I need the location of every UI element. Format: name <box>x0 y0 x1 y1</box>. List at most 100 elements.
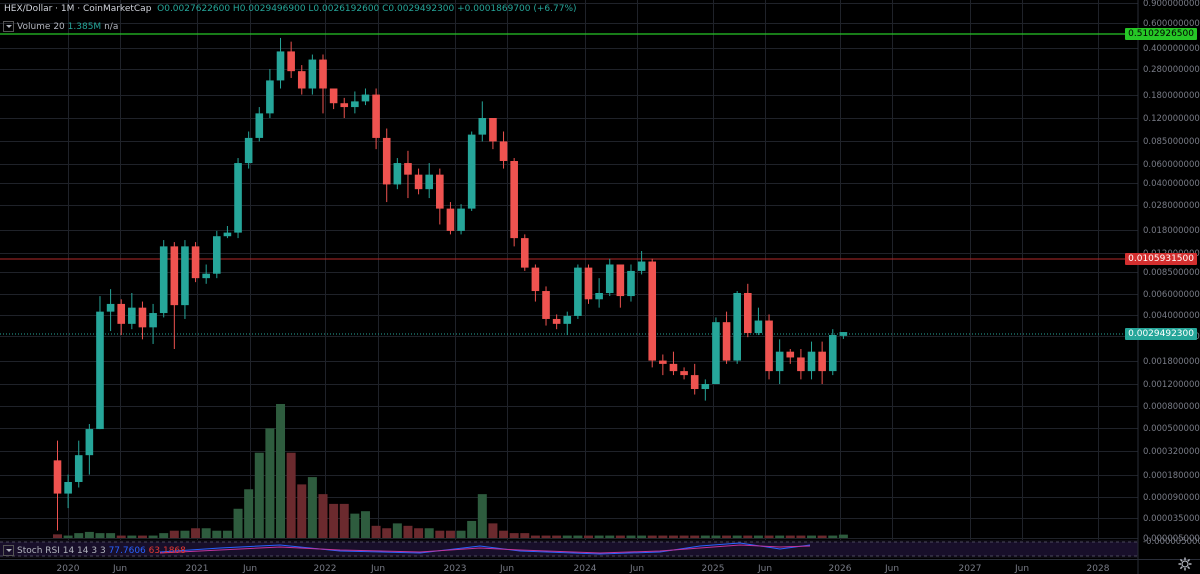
y-tick-label: 0.1200000000 <box>1143 114 1200 124</box>
x-tick-label: 2026 <box>829 564 852 574</box>
red-line-price-tag[interactable]: 0.0105931500 <box>1125 253 1197 265</box>
volume-bar <box>764 535 774 538</box>
candle <box>446 202 455 235</box>
x-tick-label: Jun <box>112 564 127 574</box>
volume-bar <box>74 533 84 538</box>
x-tick-label: 2025 <box>702 564 725 574</box>
volume-bar <box>743 535 753 538</box>
grid <box>0 0 1138 542</box>
volume-bar <box>817 535 827 538</box>
volume-bar <box>201 528 211 538</box>
volume-bar <box>530 535 540 538</box>
x-tick-label: 2027 <box>959 564 982 574</box>
candle <box>372 88 380 150</box>
stoch-rsi-legend[interactable]: Stoch RSI 14 14 3 3 77.7606 63.1868 <box>3 545 186 556</box>
y-tick-label: 0.9000000000 <box>1143 0 1200 9</box>
volume-bar <box>584 535 593 538</box>
candle <box>786 348 795 364</box>
collapse-toggle-icon[interactable] <box>3 21 14 32</box>
candle <box>754 307 763 336</box>
candle <box>765 314 773 380</box>
volume-bar <box>233 508 243 538</box>
volume-bar <box>552 535 562 538</box>
x-tick-label: Jun <box>884 564 899 574</box>
y-tick-label: 0.0003200000 <box>1143 447 1200 457</box>
candle <box>181 240 189 319</box>
volume-bar <box>594 535 604 538</box>
volume-bar <box>807 535 817 538</box>
volume-bars <box>53 404 848 538</box>
price-axis[interactable]: 0.9000000000 0.6000000000 0.4000000000 0.28… <box>1137 0 1200 574</box>
stoch-d-line <box>159 544 811 554</box>
volume-bar <box>254 452 264 538</box>
volume-bar <box>169 530 179 538</box>
candle <box>202 264 210 284</box>
candle <box>712 317 720 384</box>
x-tick-label: Jun <box>370 564 385 574</box>
gear-icon[interactable] <box>1178 557 1192 571</box>
horizontal-lines[interactable] <box>0 33 1138 335</box>
candles[interactable] <box>53 37 848 531</box>
volume-bar <box>477 494 487 538</box>
y-tick-label: 0.2800000000 <box>1143 65 1200 75</box>
volume-bar <box>84 531 94 538</box>
volume-bar <box>53 534 62 538</box>
candle <box>499 131 508 169</box>
candle <box>425 163 433 199</box>
symbol-title[interactable]: HEX/Dollar · 1M · CoinMarketCap <box>4 4 152 14</box>
green-line-price-tag[interactable]: 0.5102926500 <box>1125 28 1197 40</box>
candle <box>807 341 816 380</box>
volume-bar <box>732 535 742 538</box>
candle <box>436 168 444 225</box>
volume-value: 1.385M <box>67 22 102 32</box>
candle <box>138 301 147 340</box>
x-tick-label: Jun <box>242 564 257 574</box>
candle <box>393 158 402 190</box>
y-tick-label: 0.0600000000 <box>1143 160 1200 170</box>
volume-bar <box>690 535 700 538</box>
time-axis[interactable]: 2020 Jun 2021 Jun 2022 Jun 2023 Jun 2024 Jun 2025 J… <box>0 559 1200 574</box>
volume-bar <box>403 525 413 538</box>
volume-legend[interactable]: Volume 20 1.385M n/a <box>3 21 118 32</box>
volume-bar <box>509 533 519 538</box>
volume-bar <box>626 535 636 538</box>
candle <box>489 118 497 150</box>
y-tick-label: 0.0060000000 <box>1143 290 1200 300</box>
y-tick-label: 0.0180000000 <box>1143 226 1200 236</box>
volume-bar <box>647 535 657 538</box>
y-tick-label: 0.0000350000 <box>1143 514 1200 524</box>
x-tick-label: Jun <box>499 564 514 574</box>
stoch-d-value: 63.1868 <box>148 546 186 556</box>
collapse-toggle-icon[interactable] <box>3 545 14 556</box>
last-price-tag[interactable]: 0.0029492300 <box>1125 328 1197 340</box>
y-tick-label: 0.0005000000 <box>1143 424 1200 434</box>
x-tick-label: 2022 <box>314 564 337 574</box>
candle <box>531 264 540 302</box>
volume-bar <box>456 530 466 538</box>
candle <box>234 158 242 239</box>
volume-bar <box>222 530 232 538</box>
y-tick-label: 0.0001800000 <box>1143 471 1200 481</box>
candle <box>255 107 264 142</box>
candle <box>605 258 614 297</box>
volume-bar <box>668 535 678 538</box>
volume-bar <box>180 530 190 538</box>
candle <box>457 204 465 235</box>
volume-bar <box>360 511 370 538</box>
volume-bar <box>541 535 551 538</box>
volume-bar <box>371 525 381 538</box>
volume-bar <box>700 535 710 538</box>
volume-label: Volume 20 <box>17 22 65 32</box>
candle <box>659 354 667 376</box>
volume-bar <box>637 535 647 538</box>
volume-bar <box>127 535 137 538</box>
candle <box>74 440 83 488</box>
y-tick-label: -0.0000050000 <box>1143 537 1200 547</box>
volume-bar <box>499 530 509 538</box>
candle <box>552 314 561 330</box>
volume-bar <box>297 484 307 538</box>
candle <box>319 54 327 114</box>
candle <box>404 150 412 199</box>
candle <box>159 240 168 318</box>
